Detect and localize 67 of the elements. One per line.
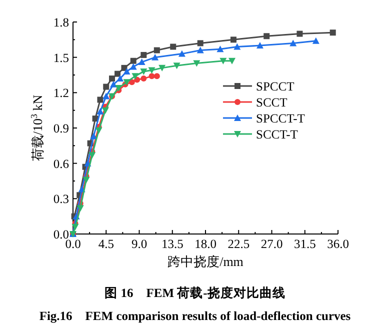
- point: [96, 108, 104, 115]
- y-tick-label: 0.6: [53, 156, 69, 171]
- caption: 图 16 FEM 荷载-挠度对比曲线: [104, 285, 286, 300]
- point: [109, 76, 116, 82]
- point: [115, 84, 122, 92]
- legend-label: SCCT-T: [256, 128, 298, 142]
- point: [140, 68, 148, 75]
- legend-label: SCCT: [256, 96, 288, 110]
- point: [228, 58, 236, 64]
- point: [76, 205, 84, 212]
- point: [138, 58, 146, 66]
- y-tick-label: 0.3: [53, 192, 69, 206]
- point: [103, 84, 110, 90]
- point: [102, 107, 109, 114]
- point: [256, 42, 264, 49]
- y-tick-label: 0.9: [53, 122, 69, 136]
- point: [88, 152, 96, 159]
- point: [114, 70, 121, 77]
- point: [196, 46, 204, 54]
- point: [140, 52, 147, 58]
- point: [178, 50, 186, 57]
- point: [82, 176, 90, 184]
- point: [121, 64, 128, 71]
- x-tick-label: 22.5: [228, 237, 250, 251]
- x-tick-label: 18.0: [194, 237, 216, 251]
- point: [290, 40, 297, 46]
- point: [330, 30, 336, 36]
- point: [130, 58, 136, 64]
- x-tick-label: 36.0: [327, 237, 349, 251]
- point: [220, 58, 227, 64]
- x-tick-label: 13.5: [161, 237, 184, 251]
- y-tick-label: 1.2: [53, 86, 69, 100]
- point: [130, 63, 137, 70]
- legend-label: SPCCT-T: [256, 112, 306, 126]
- point: [173, 62, 180, 70]
- point: [216, 46, 224, 52]
- point: [158, 64, 166, 72]
- point: [193, 60, 200, 67]
- point: [132, 73, 139, 80]
- point: [296, 30, 303, 37]
- point: [140, 76, 147, 82]
- x-tick-label: 4.5: [98, 237, 114, 251]
- point: [123, 68, 130, 74]
- point: [312, 37, 320, 44]
- y-tick-label: 1.8: [53, 16, 69, 30]
- point: [116, 75, 124, 82]
- point: [72, 224, 79, 230]
- x-axis-title: 跨中挠度/mm: [168, 254, 244, 269]
- x-tick-label: 9.0: [131, 237, 148, 251]
- x-tick-label: 31.5: [294, 237, 316, 251]
- point: [95, 127, 102, 134]
- point: [234, 43, 241, 50]
- point: [97, 96, 104, 103]
- point: [170, 44, 176, 50]
- point: [154, 73, 160, 80]
- point: [154, 47, 160, 54]
- point: [110, 80, 117, 88]
- point: [230, 36, 236, 43]
- point: [197, 40, 204, 46]
- legend-label: SPCCT: [256, 80, 295, 94]
- point: [102, 92, 110, 100]
- point: [148, 67, 156, 74]
- x-tick-label: 27.0: [260, 237, 283, 251]
- point: [264, 33, 270, 40]
- y-tick-label: 1.5: [53, 50, 69, 65]
- caption: Fig.16 FEM comparison results of load-deflection curves: [39, 309, 351, 323]
- point: [152, 54, 159, 60]
